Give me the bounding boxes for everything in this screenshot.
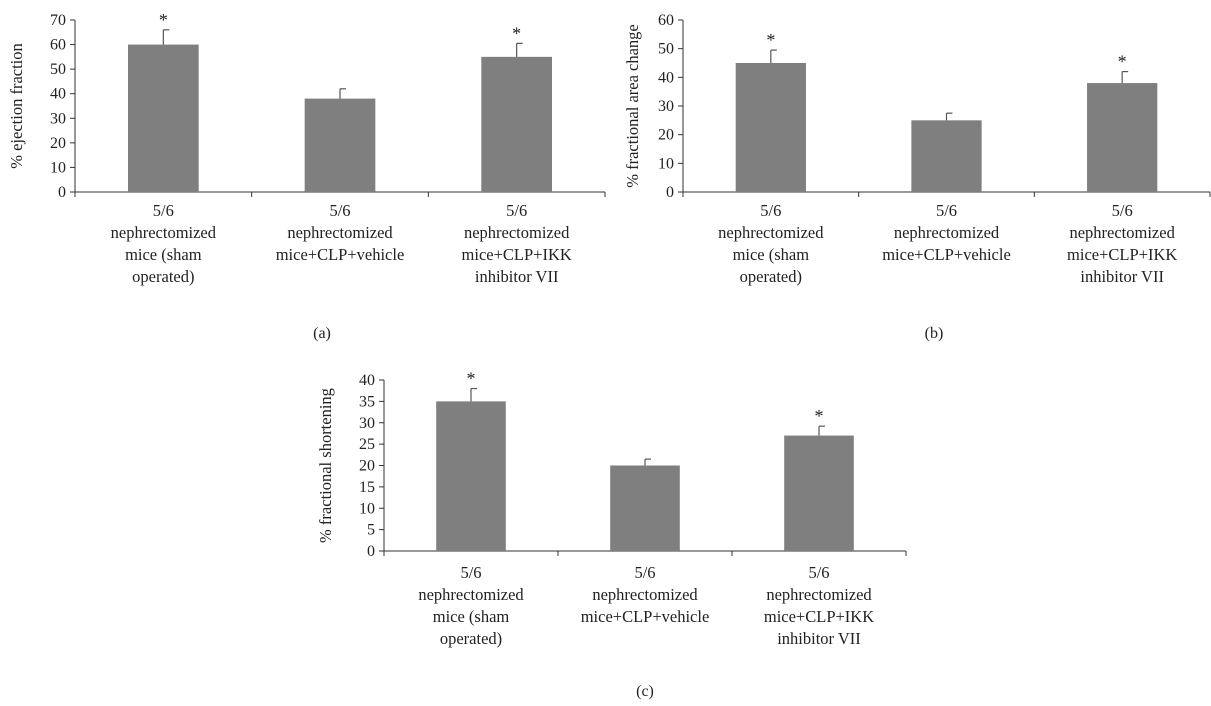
y-tick-label: 0 (666, 184, 674, 201)
panel-label: (b) (925, 325, 944, 342)
y-tick-label: 50 (658, 41, 674, 58)
significance-marker: * (159, 10, 168, 30)
y-tick-label: 30 (658, 98, 674, 115)
x-tick-label: 5/6 nephrectomized mice (sham operated) (111, 201, 217, 286)
y-tick-label: 20 (658, 127, 674, 144)
x-tick-label: 5/6 nephrectomized mice (sham operated) (718, 201, 824, 286)
y-tick-label: 30 (50, 110, 66, 127)
significance-marker: * (512, 23, 521, 43)
y-tick-label: 35 (359, 393, 375, 410)
bar (1087, 83, 1158, 192)
chart-panel-c: 0 5 10 15 20 25 30 35 40 * 5/6 nephrectomized mice (… (316, 369, 907, 700)
significance-marker: * (815, 406, 824, 426)
x-tick-label: 5/6 nephrectomized mice+CLP+IKK inhibitor V… (764, 563, 874, 648)
x-tick-label: 5/6 nephrectomized mice+CLP+IKK inhibitor V… (1067, 201, 1177, 286)
y-tick-label: 40 (658, 69, 674, 86)
y-tick-label: 0 (367, 543, 375, 560)
y-axis-label: % fractional shortening (316, 388, 335, 543)
y-tick-label: 5 (367, 522, 375, 539)
x-tick-label: 5/6 nephrectomized mice+CLP+vehicle (276, 201, 405, 264)
y-tick-label: 15 (359, 479, 375, 496)
significance-marker: * (1118, 52, 1127, 72)
y-tick-label: 25 (359, 436, 375, 453)
bar (481, 56, 552, 192)
y-tick-label: 70 (50, 12, 66, 29)
x-tick-label: 5/6 nephrectomized mice+CLP+vehicle (581, 563, 710, 626)
chart-panel-a: 0 10 20 30 40 50 60 70 * 5/6 nephrectomized mice (s… (7, 10, 606, 342)
y-tick-label: 10 (658, 155, 674, 172)
y-tick-label: 0 (58, 184, 66, 201)
y-tick-label: 40 (359, 372, 375, 389)
chart-panel-b: 0 10 20 30 40 50 60 * 5/6 nephrectomized mice (sha… (623, 12, 1211, 342)
significance-marker: * (467, 369, 476, 389)
x-tick-label: 5/6 nephrectomized mice (sham operated) (418, 563, 524, 648)
bar (911, 120, 982, 192)
y-tick-label: 60 (658, 12, 674, 29)
significance-marker: * (766, 30, 775, 50)
bar (436, 401, 506, 551)
y-tick-label: 60 (50, 37, 66, 54)
panel-label: (a) (313, 325, 331, 342)
x-tick-label: 5/6 nephrectomized mice+CLP+vehicle (882, 201, 1011, 264)
y-tick-label: 40 (50, 86, 66, 103)
y-tick-label: 10 (359, 500, 375, 517)
y-axis-label: % ejection fraction (7, 43, 26, 169)
bar (784, 435, 854, 551)
bar (735, 63, 806, 192)
y-tick-label: 20 (50, 135, 66, 152)
y-tick-label: 50 (50, 61, 66, 78)
y-axis-label: % fractional area change (623, 24, 642, 188)
panel-label: (c) (636, 683, 654, 700)
x-tick-label: 5/6 nephrectomized mice+CLP+IKK inhibitor V… (462, 201, 572, 286)
y-tick-label: 30 (359, 415, 375, 432)
bar (304, 98, 376, 192)
bar (610, 465, 680, 551)
y-tick-label: 10 (50, 159, 66, 176)
bar (128, 44, 199, 193)
y-tick-label: 20 (359, 458, 375, 475)
